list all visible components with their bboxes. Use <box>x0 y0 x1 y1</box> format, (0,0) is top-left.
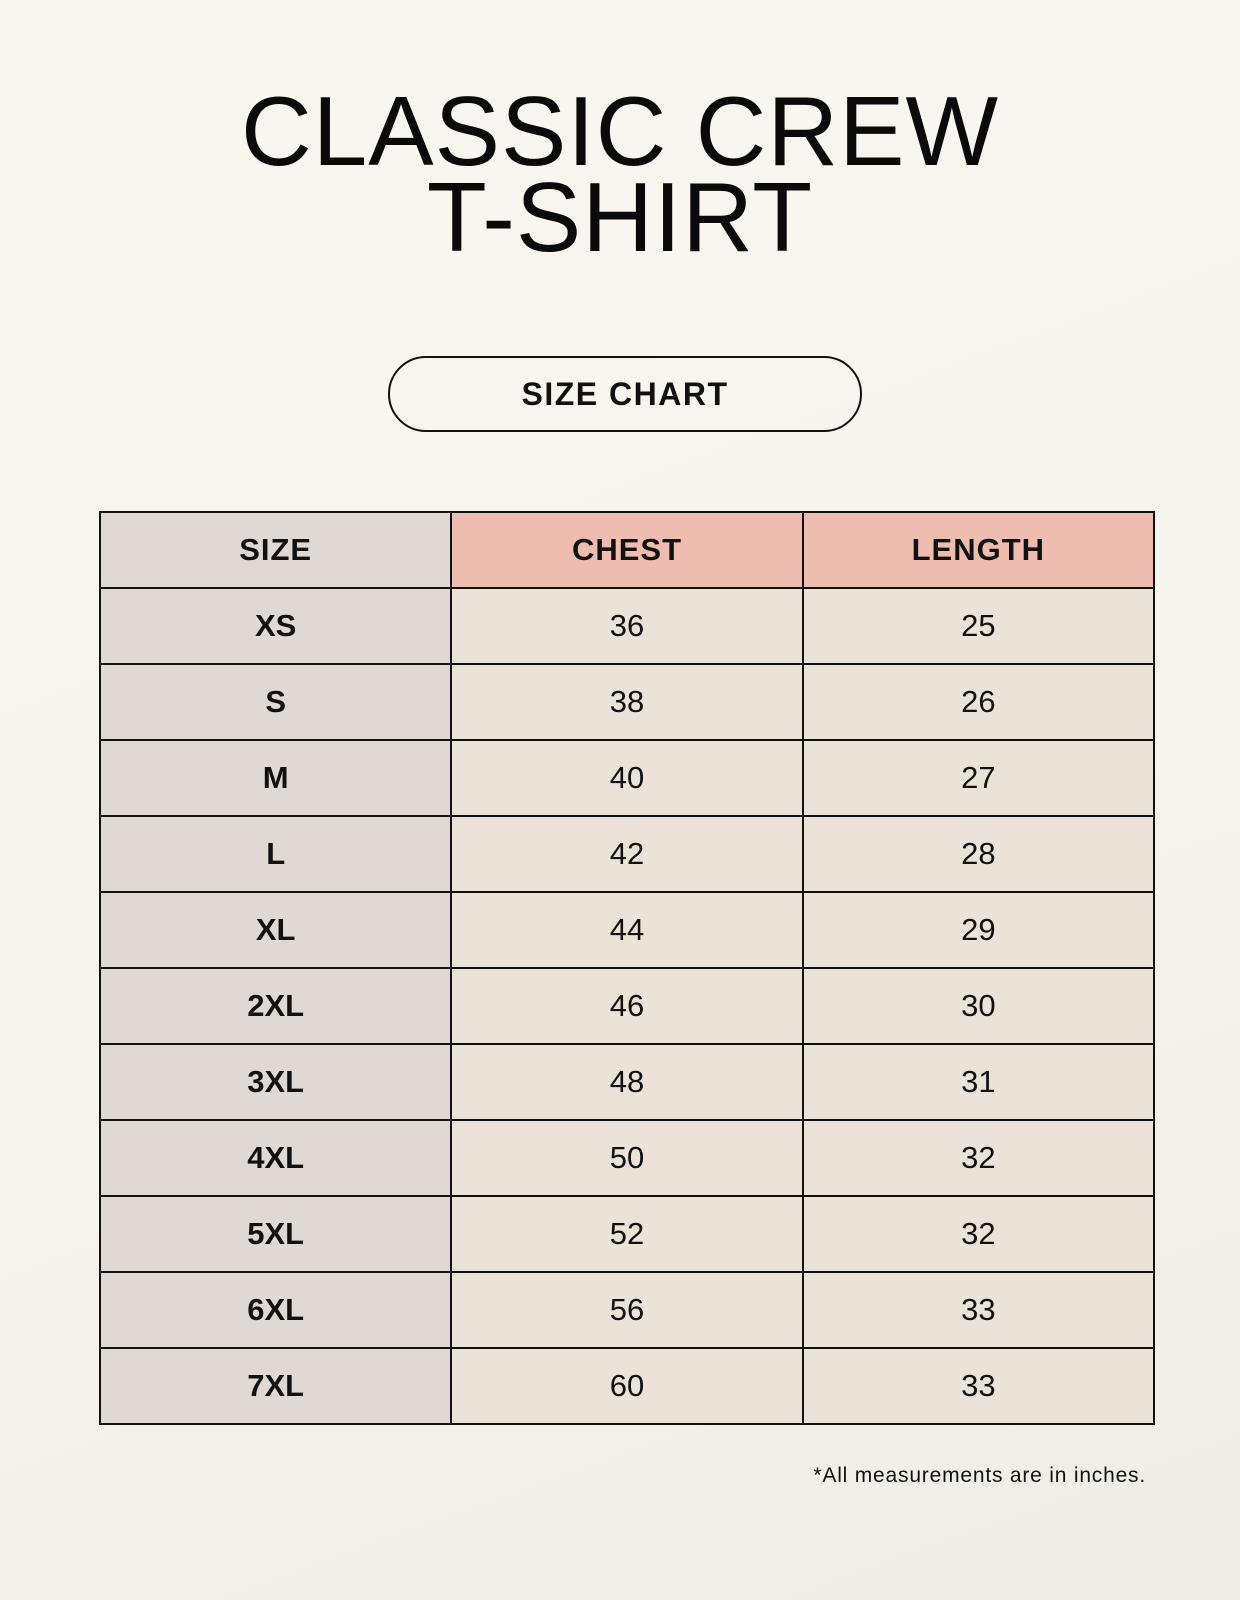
length-cell: 27 <box>801 739 1156 817</box>
chest-cell: 48 <box>450 1043 804 1121</box>
table-row: XL 44 29 <box>98 891 1156 969</box>
length-cell: 32 <box>801 1195 1156 1273</box>
length-cell: 26 <box>801 663 1156 741</box>
chest-cell: 44 <box>450 891 804 969</box>
length-cell: 33 <box>801 1271 1156 1349</box>
size-cell: S <box>98 663 453 741</box>
length-cell: 28 <box>801 815 1156 893</box>
header-size: SIZE <box>98 511 453 589</box>
size-cell: L <box>98 815 453 893</box>
page-title: CLASSIC CREW T-SHIRT <box>0 76 1240 272</box>
chest-cell: 50 <box>450 1119 804 1197</box>
size-cell: 7XL <box>98 1347 453 1425</box>
size-cell: XS <box>98 587 453 665</box>
table-row: 7XL 60 33 <box>98 1347 1156 1425</box>
chest-cell: 42 <box>450 815 804 893</box>
table-row: L 42 28 <box>98 815 1156 893</box>
size-cell: 3XL <box>98 1043 453 1121</box>
header-chest: CHEST <box>450 511 804 589</box>
size-cell: 4XL <box>98 1119 453 1197</box>
length-cell: 32 <box>801 1119 1156 1197</box>
table-row: M 40 27 <box>98 739 1156 817</box>
title-line-1: CLASSIC CREW <box>240 76 999 186</box>
size-cell: 5XL <box>98 1195 453 1273</box>
length-cell: 31 <box>801 1043 1156 1121</box>
table-row: 4XL 50 32 <box>98 1119 1156 1197</box>
length-cell: 30 <box>801 967 1156 1045</box>
length-cell: 29 <box>801 891 1156 969</box>
chest-cell: 40 <box>450 739 804 817</box>
table-row: 2XL 46 30 <box>98 967 1156 1045</box>
table-row: 6XL 56 33 <box>98 1271 1156 1349</box>
size-chart-badge: SIZE CHART <box>388 356 862 432</box>
chest-cell: 36 <box>450 587 804 665</box>
size-cell: M <box>98 739 453 817</box>
chest-cell: 60 <box>450 1347 804 1425</box>
size-cell: 2XL <box>98 967 453 1045</box>
table-row: XS 36 25 <box>98 587 1156 665</box>
size-table: SIZE CHEST LENGTH XS 36 25 S 38 26 M 40 27 L 42 28 X… <box>98 511 1156 1425</box>
table-row: 3XL 48 31 <box>98 1043 1156 1121</box>
header-length: LENGTH <box>801 511 1156 589</box>
chest-cell: 46 <box>450 967 804 1045</box>
chest-cell: 38 <box>450 663 804 741</box>
badge-label: SIZE CHART <box>521 375 729 412</box>
table-row: S 38 26 <box>98 663 1156 741</box>
measurement-note: *All measurements are in inches. <box>813 1464 1146 1487</box>
size-cell: 6XL <box>98 1271 453 1349</box>
size-cell: XL <box>98 891 453 969</box>
chest-cell: 52 <box>450 1195 804 1273</box>
table-row: 5XL 52 32 <box>98 1195 1156 1273</box>
length-cell: 25 <box>801 587 1156 665</box>
header-row: SIZE CHEST LENGTH <box>98 511 1156 589</box>
title-line-2: T-SHIRT <box>426 162 814 272</box>
chest-cell: 56 <box>450 1271 804 1349</box>
length-cell: 33 <box>801 1347 1156 1425</box>
